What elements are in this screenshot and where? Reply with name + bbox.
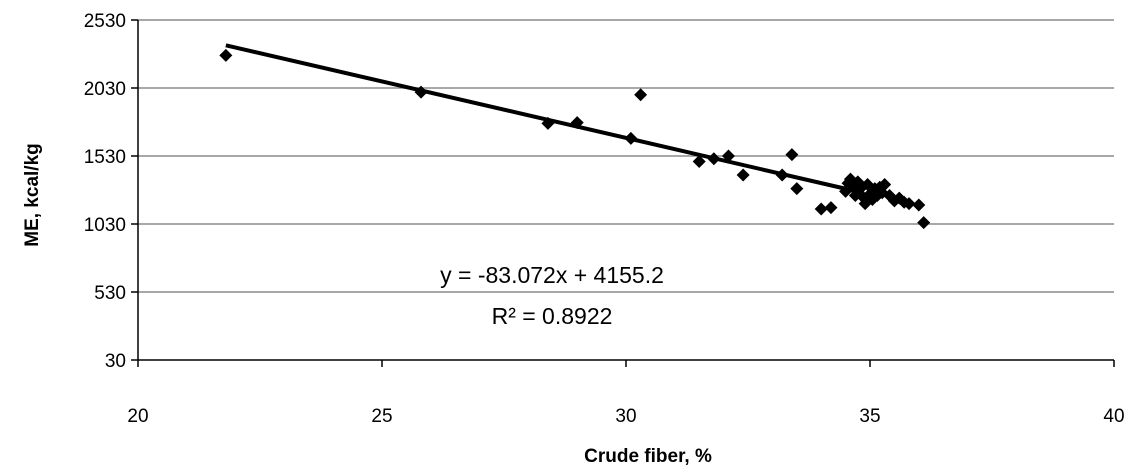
x-axis-title: Crude fiber, % bbox=[584, 446, 712, 467]
data-point bbox=[917, 216, 931, 230]
data-point bbox=[707, 152, 721, 166]
data-point bbox=[721, 149, 735, 163]
data-point bbox=[219, 48, 233, 62]
r-squared-label: R² = 0.8922 bbox=[492, 303, 613, 329]
x-tick-label: 35 bbox=[859, 406, 880, 427]
data-point bbox=[902, 197, 916, 211]
y-tick-labels: 30 530 1030 1530 2030 2530 bbox=[84, 11, 126, 372]
y-axis-title: ME, kcal/kg bbox=[22, 143, 43, 247]
x-tick-label: 20 bbox=[127, 406, 148, 427]
data-point bbox=[785, 148, 799, 162]
data-point bbox=[692, 154, 706, 168]
x-tick-label: 25 bbox=[371, 406, 392, 427]
trendline bbox=[225, 43, 851, 192]
data-point bbox=[790, 182, 804, 196]
data-point bbox=[570, 116, 584, 130]
data-point bbox=[414, 85, 428, 99]
data-point bbox=[634, 88, 648, 102]
y-tick-label: 30 bbox=[105, 351, 126, 372]
data-point bbox=[736, 168, 750, 182]
trendline-equation: y = -83.072x + 4155.2 bbox=[440, 262, 664, 288]
x-tick-label: 30 bbox=[615, 406, 636, 427]
data-point bbox=[912, 198, 926, 212]
data-points bbox=[219, 48, 931, 230]
data-point bbox=[824, 201, 838, 215]
trendline-group bbox=[225, 43, 851, 192]
y-tick-label: 530 bbox=[94, 283, 126, 304]
y-tick-label: 1530 bbox=[84, 147, 126, 168]
y-tick-label: 2530 bbox=[84, 11, 126, 32]
data-point bbox=[775, 168, 789, 182]
axes bbox=[131, 19, 1115, 367]
data-point bbox=[814, 202, 828, 216]
data-point bbox=[541, 116, 555, 130]
x-tick-labels: 20 25 30 35 40 bbox=[127, 406, 1124, 427]
data-point bbox=[878, 178, 892, 192]
y-tick-label: 1030 bbox=[84, 215, 126, 236]
x-tick-label: 40 bbox=[1103, 406, 1124, 427]
data-point bbox=[624, 131, 638, 145]
gridlines bbox=[138, 19, 1114, 293]
y-tick-label: 2030 bbox=[84, 79, 126, 100]
